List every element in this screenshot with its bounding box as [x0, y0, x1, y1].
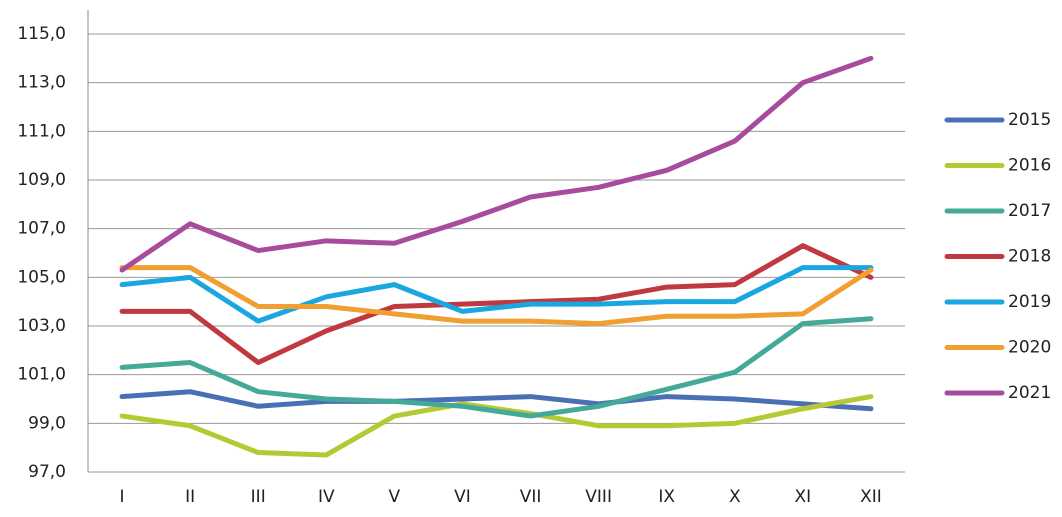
series-line: [119, 394, 874, 458]
x-tick-label: X: [729, 487, 741, 507]
y-tick-label: 103,0: [17, 316, 66, 336]
series-line: [119, 265, 874, 327]
x-tick-label: XI: [795, 487, 812, 507]
y-tick-label: 105,0: [17, 267, 66, 287]
x-tick-label: IX: [658, 487, 675, 507]
y-tick-label: 107,0: [17, 219, 66, 239]
series-line: [119, 243, 874, 365]
y-tick-label: 99,0: [28, 413, 66, 433]
x-tick-label: VI: [454, 487, 471, 507]
legend-label: 2017: [1008, 201, 1051, 221]
legend-label: 2019: [1008, 292, 1051, 312]
x-tick-label: VIII: [585, 487, 612, 507]
x-tick-label: XII: [860, 487, 882, 507]
series-line: [119, 265, 874, 324]
legend-label: 2020: [1008, 338, 1051, 358]
series-line: [119, 389, 874, 412]
series-line: [119, 55, 874, 273]
legend-label: 2018: [1008, 247, 1051, 267]
legend-label: 2021: [1008, 383, 1051, 403]
x-tick-label: VII: [520, 487, 542, 507]
legend-label: 2016: [1008, 156, 1051, 176]
y-tick-label: 97,0: [28, 462, 66, 482]
y-tick-label: 111,0: [17, 121, 66, 141]
y-tick-label: 109,0: [17, 170, 66, 190]
x-tick-label: IV: [318, 487, 335, 507]
y-tick-label: 101,0: [17, 365, 66, 385]
x-tick-label: III: [251, 487, 266, 507]
x-tick-label: II: [185, 487, 195, 507]
x-tick-label: I: [120, 487, 125, 507]
y-tick-label: 115,0: [17, 24, 66, 44]
legend-label: 2015: [1008, 110, 1051, 130]
y-tick-label: 113,0: [17, 73, 66, 93]
series-line: [119, 316, 874, 419]
x-tick-label: V: [389, 487, 401, 507]
